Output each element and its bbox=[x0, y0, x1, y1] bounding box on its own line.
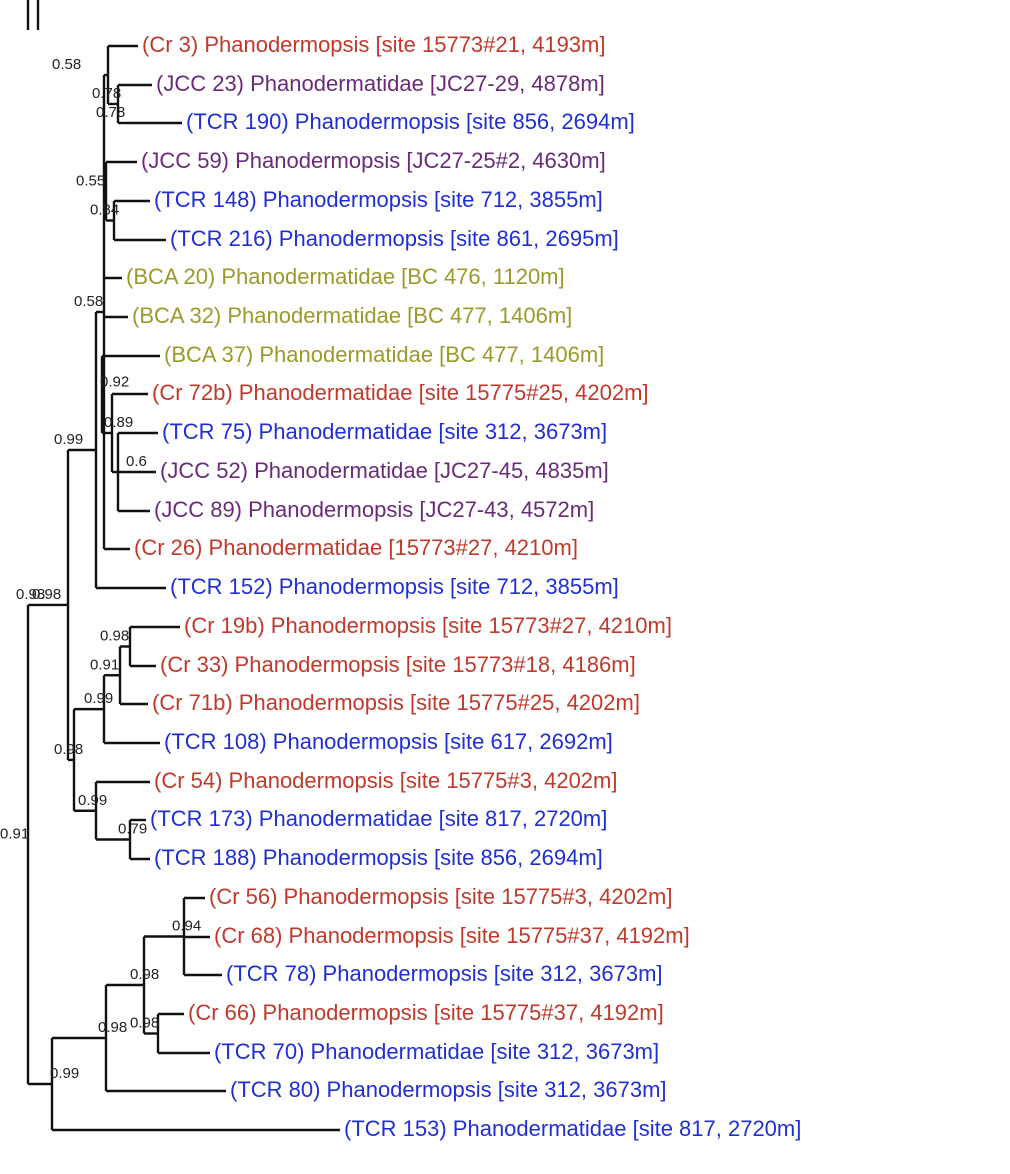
taxon-label: (TCR 188) Phanodermopsis [site 856, 2694… bbox=[154, 845, 603, 870]
taxon-label: (Cr 54) Phanodermopsis [site 15775#3, 42… bbox=[154, 768, 617, 793]
taxon-label: (TCR 148) Phanodermopsis [site 712, 3855… bbox=[154, 187, 603, 212]
support-value: 0.58 bbox=[52, 56, 81, 73]
support-value: 0.98 bbox=[130, 966, 159, 983]
support-value: 0.98 bbox=[54, 741, 83, 758]
support-value: 0.94 bbox=[172, 918, 201, 935]
taxon-label: (TCR 78) Phanodermopsis [site 312, 3673m… bbox=[226, 961, 663, 986]
taxon-label: (TCR 190) Phanodermopsis [site 856, 2694… bbox=[186, 109, 635, 134]
support-value: 0.58 bbox=[74, 293, 103, 310]
taxon-label: (TCR 173) Phanodermatidae [site 817, 272… bbox=[150, 806, 607, 831]
support-value: 0.99 bbox=[84, 690, 113, 707]
support-values: 0.78 0.78 0.58 0.84 0.55 0.6 0.89 0.92 0.58 0.99 0… bbox=[0, 56, 201, 1082]
taxon-label: (JCC 52) Phanodermatidae [JC27-45, 4835m… bbox=[160, 458, 609, 483]
taxon-label: (JCC 89) Phanodermopsis [JC27-43, 4572m] bbox=[154, 497, 594, 522]
taxon-label: (TCR 153) Phanodermatidae [site 817, 272… bbox=[344, 1116, 801, 1141]
support-value: 0.78 bbox=[92, 85, 121, 102]
taxon-label: (JCC 59) Phanodermopsis [JC27-25#2, 4630… bbox=[141, 148, 606, 173]
taxon-label: (BCA 20) Phanodermatidae [BC 476, 1120m] bbox=[126, 264, 565, 289]
support-value: 0.98 bbox=[16, 586, 45, 603]
support-value: 0.79 bbox=[118, 821, 147, 838]
taxon-label: (BCA 37) Phanodermatidae [BC 477, 1406m] bbox=[164, 342, 604, 367]
support-value: 0.55 bbox=[76, 172, 105, 189]
taxon-label: (Cr 26) Phanodermatidae [15773#27, 4210m… bbox=[134, 535, 578, 560]
support-value: 0.78 bbox=[96, 104, 125, 121]
taxon-label: (TCR 75) Phanodermatidae [site 312, 3673… bbox=[162, 419, 607, 444]
support-value: 0.99 bbox=[54, 431, 83, 448]
support-value: 0.6 bbox=[126, 453, 147, 470]
support-value: 0.98 bbox=[98, 1019, 127, 1036]
taxon-label: (Cr 56) Phanodermopsis [site 15775#3, 42… bbox=[209, 884, 672, 909]
support-value: 0.84 bbox=[90, 202, 119, 219]
support-value: 0.99 bbox=[50, 1065, 79, 1082]
support-value: 0.89 bbox=[104, 414, 133, 431]
taxon-label: (Cr 66) Phanodermopsis [site 15775#37, 4… bbox=[188, 1000, 664, 1025]
taxon-label: (TCR 216) Phanodermopsis [site 861, 2695… bbox=[170, 226, 619, 251]
taxon-label: (TCR 108) Phanodermopsis [site 617, 2692… bbox=[164, 729, 613, 754]
taxon-label: (TCR 70) Phanodermatidae [site 312, 3673… bbox=[214, 1039, 659, 1064]
support-value: 0.98 bbox=[100, 628, 129, 645]
taxon-label: (Cr 19b) Phanodermopsis [site 15773#27, … bbox=[184, 613, 672, 638]
taxon-label: (Cr 68) Phanodermopsis [site 15775#37, 4… bbox=[214, 923, 690, 948]
support-value: 0.91 bbox=[0, 825, 29, 842]
support-value: 0.92 bbox=[100, 374, 129, 391]
taxon-label: (Cr 72b) Phanodermatidae [site 15775#25,… bbox=[152, 380, 649, 405]
taxon-label: (TCR 152) Phanodermopsis [site 712, 3855… bbox=[170, 574, 619, 599]
taxon-label: (Cr 33) Phanodermopsis [site 15773#18, 4… bbox=[160, 652, 636, 677]
support-value: 0.91 bbox=[90, 656, 119, 673]
taxon-label: (Cr 3) Phanodermopsis [site 15773#21, 41… bbox=[142, 32, 605, 57]
taxon-label: (TCR 80) Phanodermopsis [site 312, 3673m… bbox=[230, 1077, 667, 1102]
taxon-label: (Cr 71b) Phanodermopsis [site 15775#25, … bbox=[152, 690, 640, 715]
taxon-labels: (Cr 3) Phanodermopsis [site 15773#21, 41… bbox=[126, 32, 801, 1141]
support-value: 0.98 bbox=[32, 586, 61, 603]
taxon-label: (BCA 32) Phanodermatidae [BC 477, 1406m] bbox=[132, 303, 572, 328]
taxon-label: (JCC 23) Phanodermatidae [JC27-29, 4878m… bbox=[156, 71, 605, 96]
support-value: 0.98 bbox=[130, 1015, 159, 1032]
support-value: 0.99 bbox=[78, 792, 107, 809]
tree-branches bbox=[26, 0, 340, 1132]
